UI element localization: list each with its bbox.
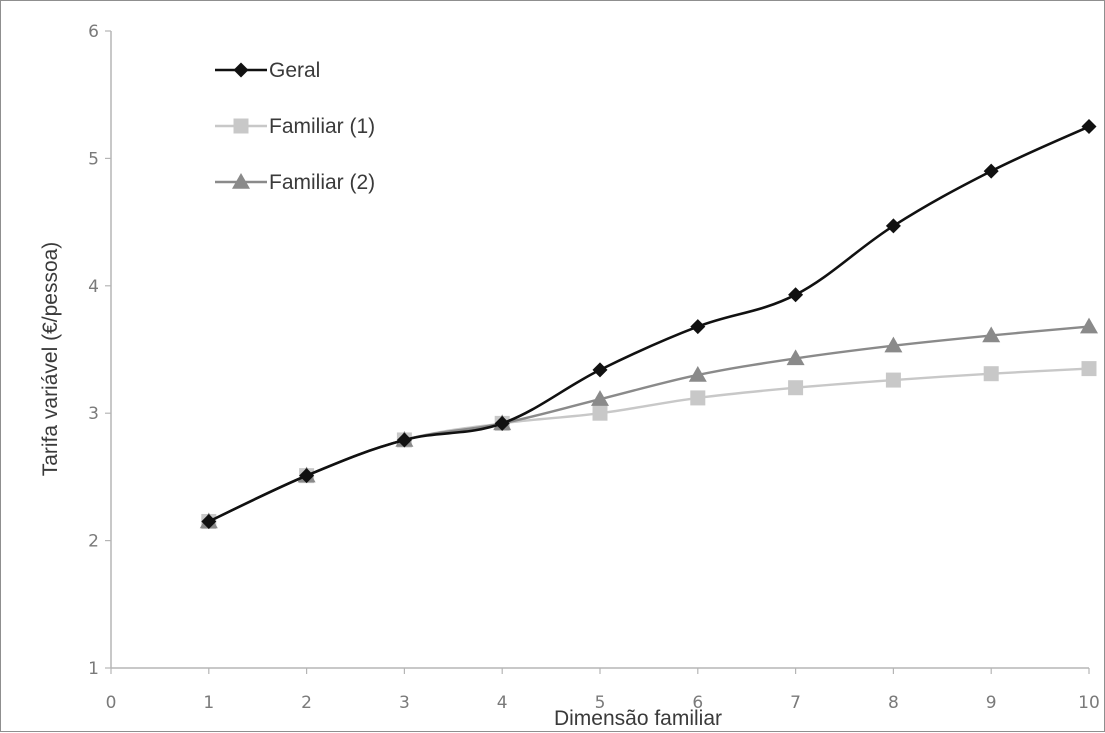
x-tick-label: 2 [301,693,312,713]
data-point-diamond [690,319,706,335]
x-tick-label: 1 [203,693,214,713]
x-axis-title: Dimensão familiar [554,707,722,730]
y-axis-title: Tarifa variável (€/pessoa) [39,242,62,477]
legend-item: Geral [215,59,320,82]
legend-item: Familiar (2) [215,171,375,194]
x-tick-label: 0 [106,693,117,713]
data-point-diamond [396,432,412,448]
series-triangle [199,317,1098,529]
data-point-diamond [592,362,608,378]
x-tick-label: 10 [1078,693,1100,713]
data-point-triangle [591,390,609,406]
data-point-triangle [884,336,903,353]
series-line [208,367,1090,523]
y-tick-label: 5 [88,149,99,169]
legend-swatch-marker [232,173,250,189]
legend-item: Familiar (1) [215,115,375,138]
legend: Geral Familiar (1) Familiar (2) [215,59,375,194]
x-tick-label: 3 [399,693,410,713]
legend-swatch-marker [233,62,249,78]
data-point-triangle [1080,317,1098,334]
data-point-diamond [1081,119,1097,135]
data-point-diamond [299,468,315,484]
data-point-square [983,366,999,382]
data-point-square [690,390,706,406]
series-line [208,125,1090,523]
x-tick-label: 6 [692,693,703,713]
data-point-diamond [201,513,217,529]
data-point-triangle [688,365,707,382]
series-line [208,325,1090,523]
y-tick-label: 6 [88,22,99,42]
x-tick-label: 5 [595,693,606,713]
data-point-triangle [786,349,805,366]
x-tick-label: 9 [986,693,997,713]
x-tick-label: 4 [497,693,508,713]
series-group [199,119,1098,529]
data-point-triangle [982,326,1001,343]
series-diamond [201,119,1097,529]
legend-label: Geral [269,59,320,82]
data-point-diamond [885,218,901,234]
data-point-square [1081,361,1097,377]
legend-label: Familiar (1) [269,115,375,138]
data-point-square [592,405,608,421]
y-tick-label: 1 [88,659,99,679]
x-tick-label: 8 [888,693,899,713]
y-tick-label: 2 [88,532,99,552]
data-point-diamond [788,287,804,303]
x-tick-label: 7 [790,693,801,713]
data-point-square [788,380,804,396]
y-tick-label: 4 [88,277,99,297]
data-point-diamond [494,415,510,431]
legend-label: Familiar (2) [269,171,375,194]
y-tick-label: 3 [88,404,99,424]
legend-swatch-marker [233,118,249,134]
data-point-square [885,372,901,388]
data-point-diamond [983,163,999,179]
